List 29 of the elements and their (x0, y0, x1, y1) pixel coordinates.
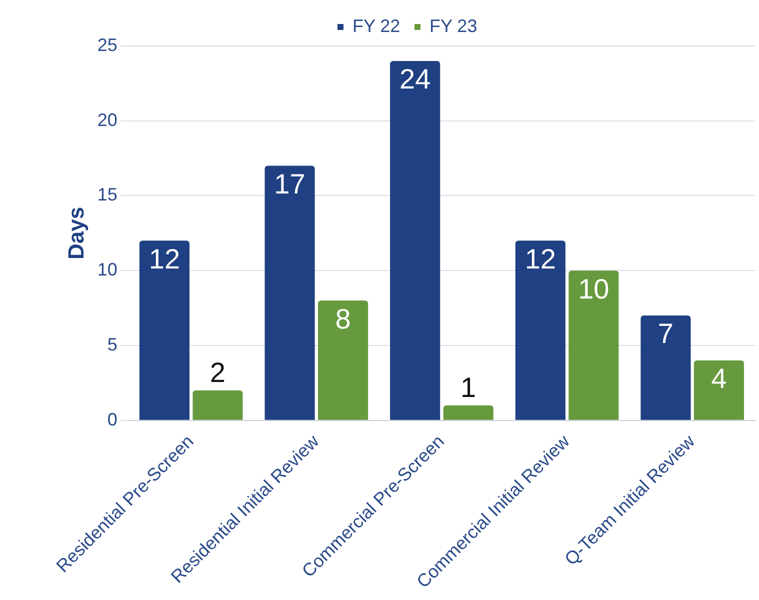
bar (318, 300, 368, 420)
y-tick-label: 20 (97, 110, 118, 130)
bar (694, 360, 744, 420)
data-label: 17 (274, 168, 306, 200)
y-tick-label: 10 (97, 260, 118, 280)
y-tick-label: 15 (97, 184, 118, 205)
data-label: 1 (460, 372, 476, 404)
data-label: 24 (400, 64, 431, 95)
bar (640, 316, 691, 420)
bar (192, 390, 243, 420)
y-axis-title: Days (63, 206, 88, 260)
y-tick-label: 0 (107, 409, 118, 430)
bar (568, 270, 619, 420)
bar (515, 240, 566, 420)
data-label: 10 (578, 273, 610, 304)
bar (139, 240, 190, 420)
data-label: 12 (524, 243, 556, 274)
data-label: 4 (711, 363, 727, 394)
data-label: 2 (210, 357, 226, 388)
bar (390, 60, 440, 420)
y-tick-label: 5 (107, 334, 118, 354)
legend-label: FY 23 (430, 16, 478, 36)
data-label: 12 (148, 243, 180, 274)
bar (443, 405, 494, 420)
y-tick-label: 25 (97, 34, 118, 55)
legend-label: FY 22 (352, 16, 400, 36)
data-label: 8 (335, 303, 351, 334)
data-label: 7 (658, 318, 674, 350)
bar (264, 166, 315, 420)
